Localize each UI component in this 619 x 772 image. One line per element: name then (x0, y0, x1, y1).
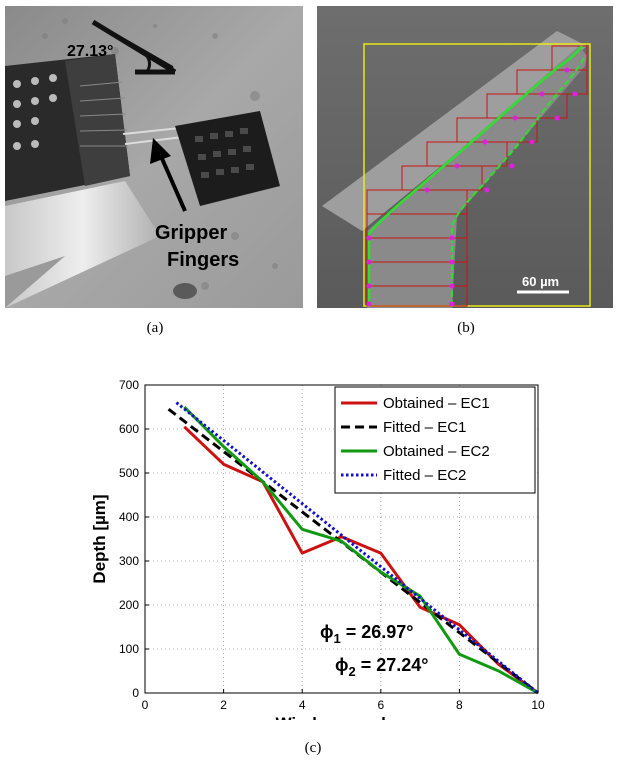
pointer-arrow (150, 138, 187, 212)
phi2-symbol: ϕ (335, 655, 349, 675)
x-tick-label: 10 (531, 698, 545, 712)
microscope-image: 60 µm (317, 6, 613, 308)
scale-bar-label: 60 µm (522, 274, 559, 289)
dark-chip (175, 111, 280, 206)
y-tick-label: 400 (119, 510, 139, 524)
finger-body (367, 46, 587, 308)
phi1-subscript: 1 (334, 631, 341, 646)
y-tick-label: 700 (119, 378, 139, 392)
series-line-4 (175, 401, 539, 695)
edge-curve-2 (451, 55, 586, 306)
y-tick-label: 100 (119, 642, 139, 656)
caption-b: (b) (457, 320, 475, 336)
angle-label: 27.13° (67, 43, 113, 60)
x-tick-label: 0 (142, 698, 149, 712)
depth-chart: 02468100100200300400500600700Window numb… (85, 375, 555, 733)
caption-c: (c) (304, 740, 322, 756)
edge-curve-1 (367, 45, 584, 306)
x-tick-label: 6 (377, 698, 384, 712)
y-tick-label: 600 (119, 422, 139, 436)
series-line-3 (183, 405, 539, 695)
hole (173, 283, 197, 299)
legend-label-4: Fitted – EC2 (383, 467, 466, 484)
phi2-subscript: 2 (349, 664, 356, 679)
caption-a: (a) (146, 320, 164, 336)
phi2-annotation: ϕ2 = 27.24° (335, 655, 429, 679)
chip-board (5, 54, 130, 201)
angle-indicator (91, 19, 177, 75)
legend-label-1: Obtained – EC1 (383, 395, 490, 412)
phi2-value: = 27.24° (356, 655, 429, 675)
depth-chart-svg: 02468100100200300400500600700Window numb… (90, 378, 545, 733)
y-axis-label: Depth [µm] (90, 494, 109, 583)
y-tick-label: 300 (119, 554, 139, 568)
phi1-symbol: ϕ (320, 622, 334, 642)
phi1-value: = 26.97° (341, 622, 414, 642)
plot-frame (144, 384, 539, 694)
photo-gripper-svg: 27.13° Gripper Fingers (5, 6, 303, 308)
roi-box (363, 43, 591, 307)
edge-markers (366, 67, 578, 307)
x-tick-label: 2 (220, 698, 227, 712)
metal-base (5, 181, 160, 308)
x-tick-label: 4 (299, 698, 306, 712)
annotation-fingers: Fingers (167, 249, 239, 271)
y-tick-label: 500 (119, 466, 139, 480)
finger-shadow (322, 31, 587, 231)
photo-gripper: 27.13° Gripper Fingers (5, 6, 303, 308)
x-axis-label: Window number (275, 714, 407, 720)
microscope-image-svg: 60 µm (317, 6, 613, 308)
legend-label-3: Obtained – EC2 (383, 443, 490, 460)
annotation-gripper: Gripper (155, 222, 227, 244)
legend-label-2: Fitted – EC1 (383, 419, 466, 436)
phi1-annotation: ϕ1 = 26.97° (320, 622, 414, 646)
y-tick-label: 200 (119, 598, 139, 612)
x-tick-label: 8 (456, 698, 463, 712)
y-tick-label: 0 (132, 686, 139, 700)
